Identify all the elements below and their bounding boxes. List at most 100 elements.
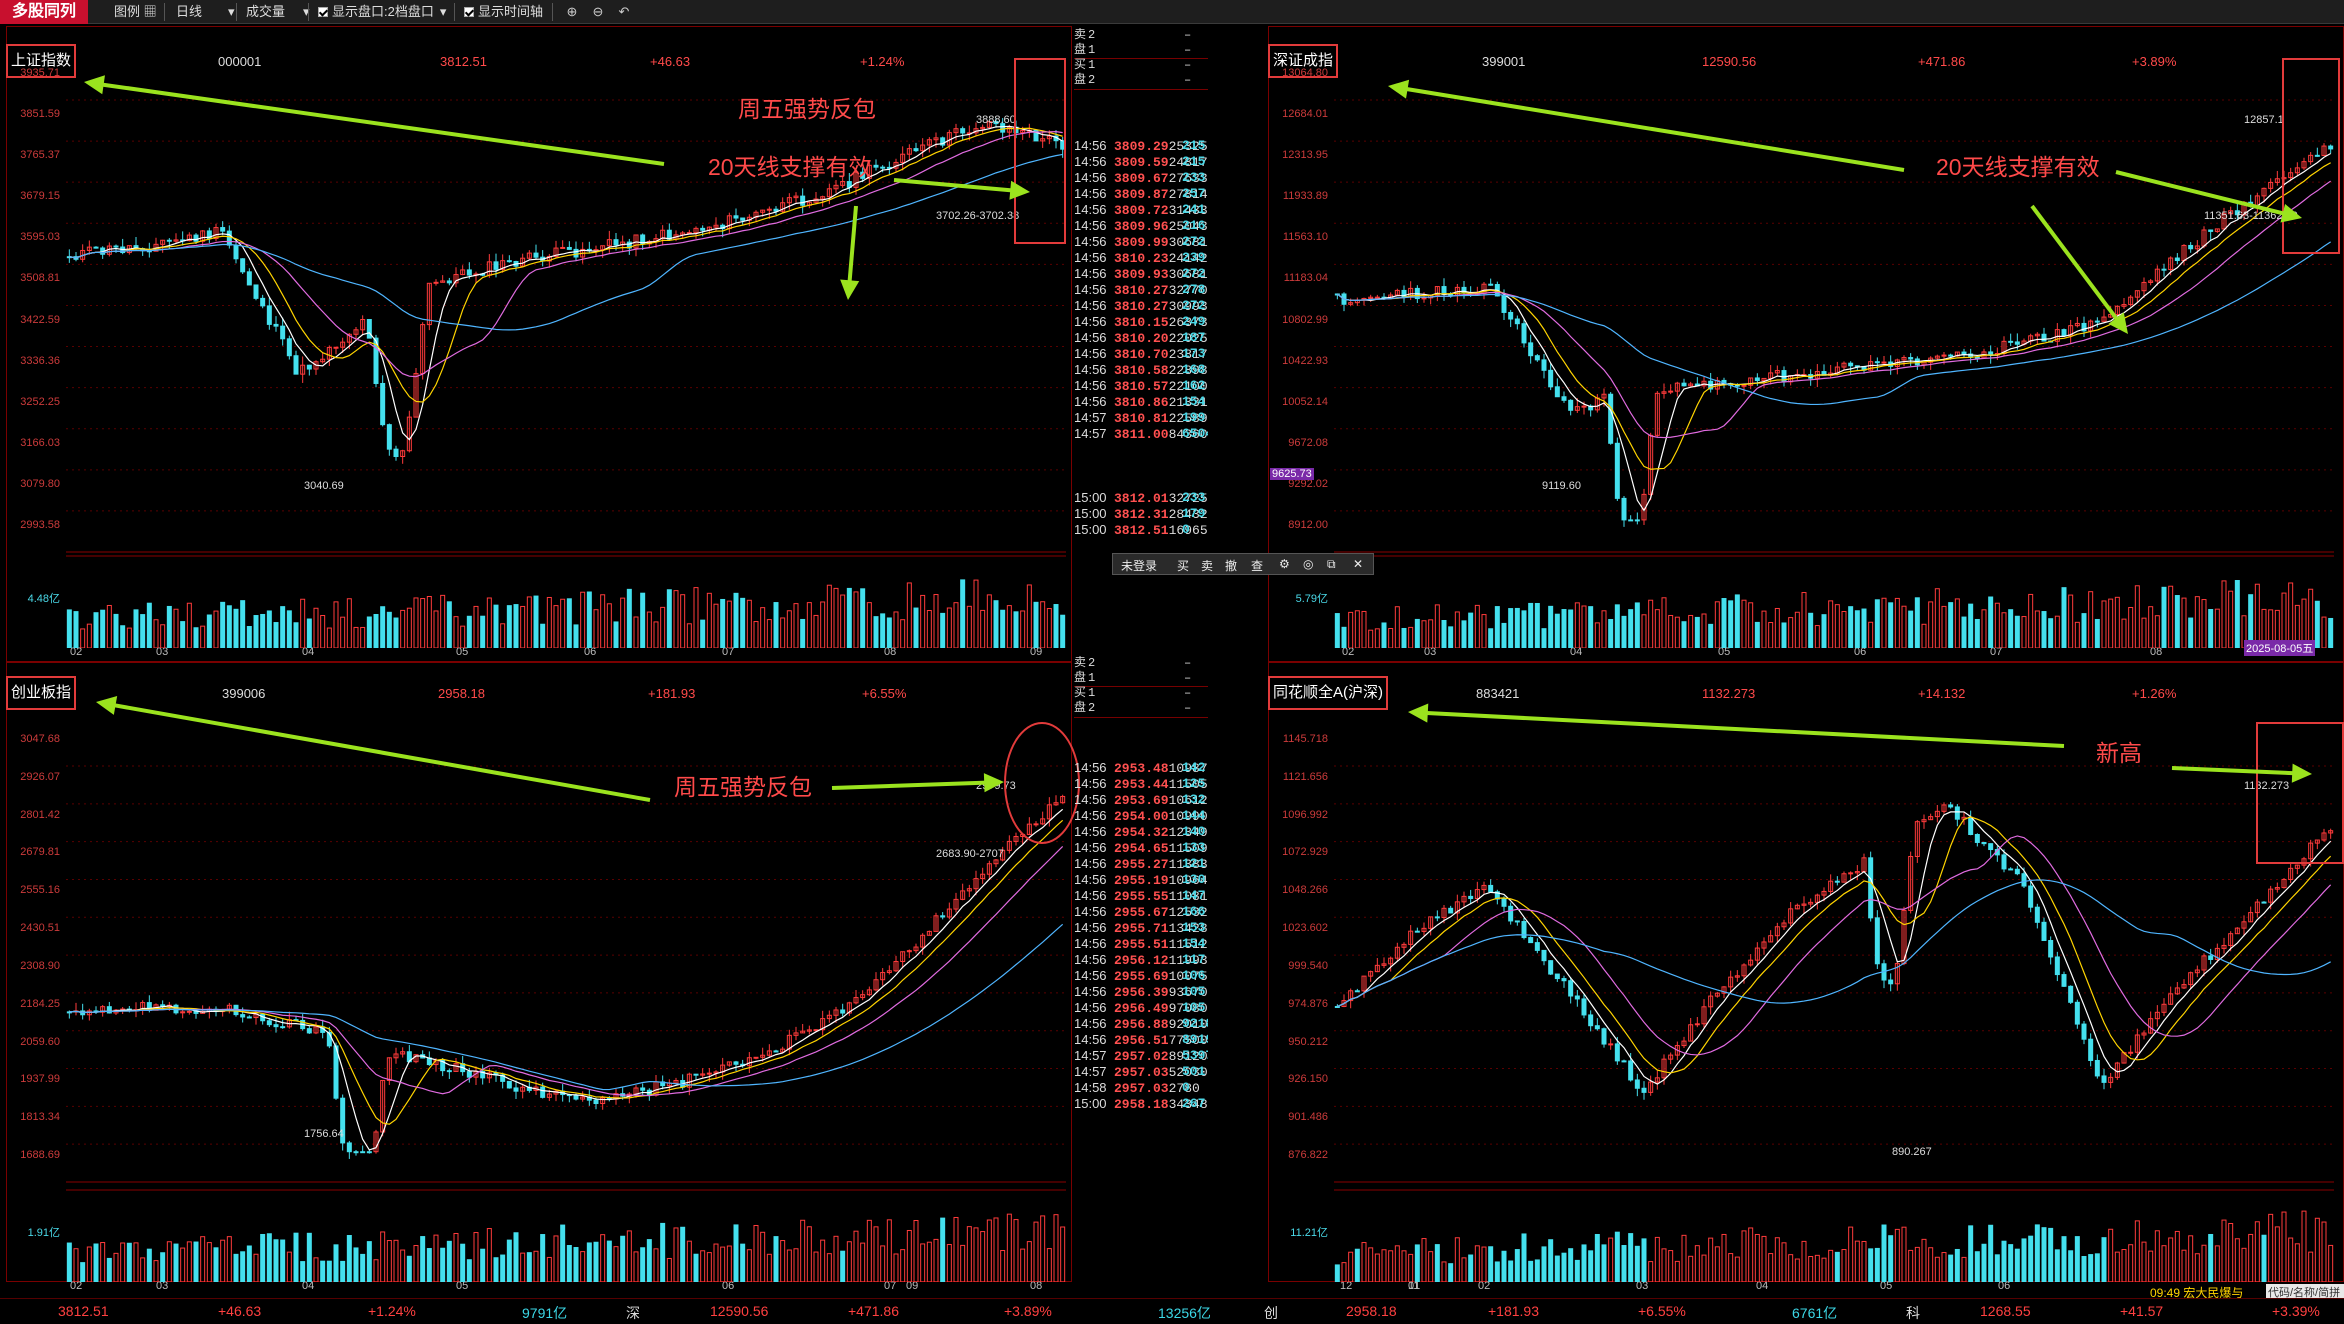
undo-icon: ↶ — [618, 4, 630, 19]
settings-icon[interactable]: ⚙ — [1279, 557, 1290, 571]
panel-title[interactable]: 深证成指 — [1268, 44, 1339, 78]
panel-change: +471.86 — [1918, 54, 1966, 69]
volume-label: 11.21亿 — [1290, 1227, 1328, 1239]
y-axis-label: 974.876 — [1288, 997, 1328, 1010]
cancel-order-button[interactable]: 撤 — [1225, 559, 1238, 573]
sh-amount: 9791亿 — [522, 1305, 568, 1321]
y-axis-label: 950.212 — [1288, 1035, 1328, 1048]
x-axis-label: 07 — [1990, 646, 2003, 658]
y-axis-label: 10422.93 — [1282, 354, 1328, 367]
x-axis-label: 11 — [1408, 1280, 1420, 1292]
tab-multi-stock[interactable]: 多股同列 — [0, 0, 89, 24]
low-price-label: 1756.64 — [304, 1128, 344, 1141]
y-axis-label: 3935.71 — [20, 67, 60, 79]
y-axis-label: 876.822 — [1288, 1149, 1328, 1161]
period-select[interactable]: 日线 ▾ — [176, 4, 235, 19]
login-status[interactable]: 未登录 — [1121, 559, 1158, 573]
panel-pct: +3.89% — [2132, 54, 2177, 69]
tick-row: 14:56 2956.4997080 105 — [1074, 1000, 1208, 1016]
kline-chart[interactable] — [66, 70, 1066, 648]
zoom-in-button[interactable]: ⊕ — [558, 2, 586, 22]
y-axis-label: 3422.59 — [20, 313, 60, 326]
highlight-ellipse — [1004, 722, 1080, 844]
y-axis-label: 2679.81 — [20, 846, 60, 859]
kline-chart[interactable] — [66, 736, 1066, 1282]
sh-pct: +1.24% — [368, 1303, 416, 1319]
orderbook-row: 买 1– — [1074, 686, 1192, 700]
low-price-label: 9119.60 — [1542, 479, 1581, 492]
highlight-box — [2256, 722, 2344, 864]
chevron-down-icon: ▾ — [439, 4, 447, 19]
sz-price: 12590.56 — [710, 1303, 769, 1319]
kline-chart[interactable] — [1334, 70, 2334, 648]
orderbook-row: 盘 1– — [1074, 671, 1192, 685]
panel-change: +46.63 — [650, 54, 691, 69]
show-orderbook-checkbox[interactable]: 显示盘口:2档盘口 ▾ — [312, 2, 452, 22]
x-axis-label: 06 — [1854, 646, 1867, 658]
query-button[interactable]: 查 — [1251, 559, 1264, 573]
panel-price: 2958.18 — [438, 686, 485, 701]
back-button[interactable]: ↶ — [610, 2, 638, 22]
grid-icon: ▦ — [143, 4, 157, 19]
lock-icon[interactable]: ◎ — [1303, 557, 1314, 571]
x-axis-label: 07 — [884, 1280, 897, 1292]
orderbook-row: 买 1– — [1074, 58, 1192, 72]
checkbox-icon — [318, 7, 328, 17]
volume-label: 4.48亿 — [27, 593, 60, 605]
panel-code: 883421 — [1476, 686, 1520, 701]
sell-button[interactable]: 卖 — [1201, 559, 1214, 573]
y-axis-label: 13064.80 — [1282, 67, 1328, 79]
legend-button[interactable]: 图例 ▦ — [114, 4, 157, 19]
x-axis-label: 07 — [722, 646, 735, 658]
y-axis-label: 2993.58 — [20, 519, 60, 531]
panel-change: +14.132 — [1918, 686, 1966, 701]
search-input[interactable]: 代码/名称/简拼 — [2266, 1284, 2344, 1298]
range-label: 2683.90-2707 — [936, 848, 1004, 860]
y-axis-label: 3336.36 — [20, 354, 60, 367]
chart-panel[interactable] — [6, 26, 1072, 662]
panel-title[interactable]: 上证指数 — [6, 44, 77, 78]
range-label: 3702.26-3702.38 — [936, 210, 1020, 222]
zoom-out-button[interactable]: ⊖ — [584, 2, 612, 22]
y-axis-label: 10052.14 — [1282, 395, 1328, 408]
panel-title[interactable]: 同花顺全A(沪深) — [1268, 676, 1388, 710]
x-axis-label: 05 — [1718, 646, 1731, 658]
trade-popup: 未登录 买 卖 撤 查 ⚙ ◎ ⧉ ✕ — [1112, 553, 1374, 575]
y-axis-label: 1072.929 — [1282, 846, 1328, 859]
restore-icon[interactable]: ⧉ — [1327, 557, 1336, 571]
highlight-box — [2282, 58, 2340, 254]
kline-chart[interactable] — [1334, 736, 2334, 1282]
panel-price: 12590.56 — [1702, 54, 1757, 69]
y-axis-label: 9672.08 — [1288, 436, 1328, 449]
zoom-out-icon: ⊖ — [592, 4, 604, 19]
chart-panel[interactable] — [6, 662, 1072, 1282]
buy-button[interactable]: 买 — [1177, 559, 1190, 573]
kc-price: 1268.55 — [1980, 1303, 2031, 1319]
indicator-select[interactable]: 成交量 ▾ — [246, 4, 310, 19]
x-axis-label: 09 — [906, 1280, 919, 1292]
zoom-in-icon: ⊕ — [566, 4, 578, 19]
panel-title[interactable]: 创业板指 — [6, 676, 77, 710]
close-icon[interactable]: ✕ — [1353, 557, 1364, 571]
annotation-text: 周五强势反包 — [738, 96, 876, 122]
show-timeline-checkbox[interactable]: 显示时间轴 — [458, 2, 549, 22]
y-axis-label: 999.540 — [1288, 959, 1328, 972]
x-axis-label: 09 — [1030, 646, 1043, 658]
y-axis-label: 2555.16 — [20, 884, 60, 897]
x-axis-label: 08 — [1030, 1280, 1043, 1292]
sz-pct: +3.89% — [1004, 1303, 1052, 1319]
